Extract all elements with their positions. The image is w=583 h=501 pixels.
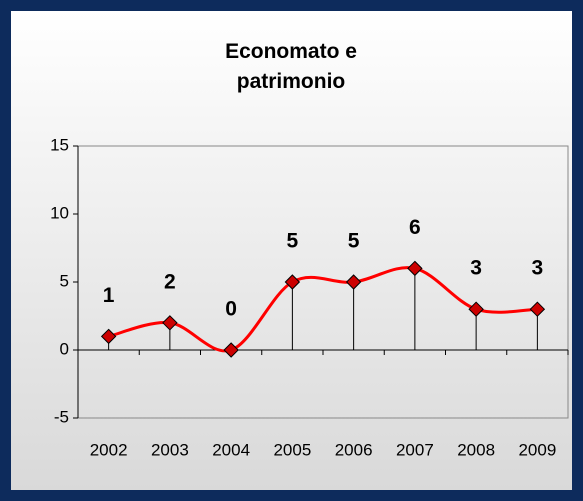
marker [284, 274, 301, 290]
y-tick-label: 10 [50, 203, 69, 222]
marker [223, 342, 239, 358]
marker [468, 301, 484, 317]
y-tick-label: 5 [60, 271, 69, 290]
x-tick-label: 2009 [518, 440, 556, 459]
x-tick-label: 2004 [212, 440, 250, 459]
marker [345, 274, 362, 290]
data-label: 2 [164, 270, 176, 293]
y-tick-label: 0 [60, 339, 69, 358]
chart-title: Economato e patrimonio [225, 40, 357, 93]
x-tick-label: 2003 [151, 440, 189, 459]
data-label: 1 [103, 284, 115, 307]
data-label: 3 [470, 257, 482, 280]
marker [529, 301, 546, 317]
plot-area [77, 145, 569, 419]
marker [100, 328, 117, 345]
marker [407, 260, 423, 277]
x-tick-label: 2005 [273, 440, 311, 459]
y-tick-label: 15 [50, 135, 69, 154]
data-label: 6 [409, 216, 421, 239]
y-tick-label: -5 [54, 407, 69, 426]
data-label: 0 [225, 298, 237, 321]
x-tick-label: 2008 [457, 440, 495, 459]
data-label: 3 [532, 257, 544, 280]
x-tick-label: 2006 [335, 440, 373, 459]
data-label: 5 [348, 230, 360, 253]
marker [162, 315, 178, 331]
x-tick-label: 2007 [396, 440, 434, 459]
x-tick-label: 2002 [90, 440, 128, 459]
data-label: 5 [287, 230, 299, 253]
